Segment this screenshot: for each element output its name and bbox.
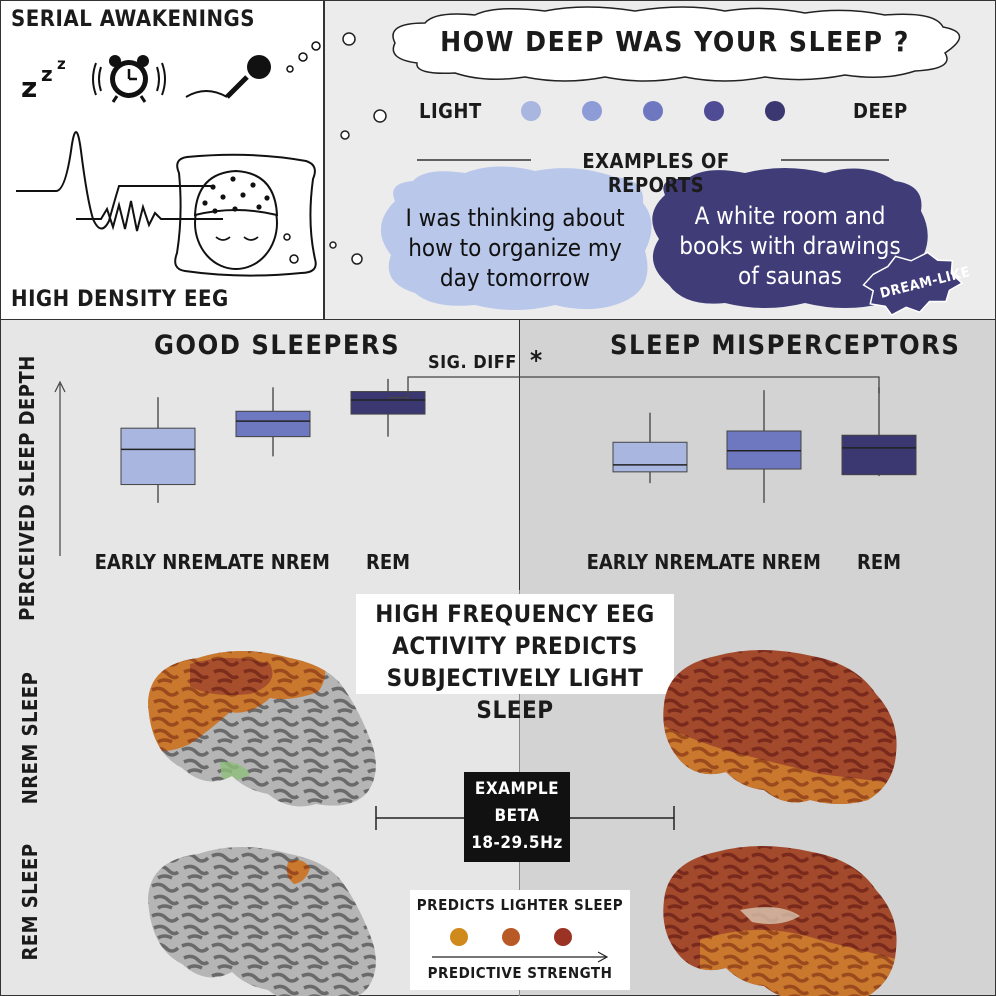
brain-rem-good-sleepers <box>148 847 376 996</box>
depth-scale-dot <box>582 101 602 121</box>
headline-line-2: ACTIVITY PREDICTS <box>392 632 638 660</box>
legend-dot <box>554 928 572 946</box>
legend-box: PREDICTS LIGHTER SLEEP PREDICTIVE STRENG… <box>410 890 630 990</box>
svg-text:z: z <box>41 62 53 86</box>
microphone-icon <box>185 55 271 99</box>
dream-like-badge <box>862 251 964 317</box>
headline-line-3: SUBJECTIVELY LIGHT SLEEP <box>386 664 644 724</box>
category-label: EARLY NREM <box>95 550 222 574</box>
depth-scale-dot <box>765 101 785 121</box>
zzz-icon: z <box>21 71 37 104</box>
significance-bracket <box>388 376 880 399</box>
beta-label: BETA <box>494 806 540 826</box>
head-with-eeg-cap-icon <box>193 169 279 270</box>
high-density-eeg-label: HIGH DENSITY EEG <box>11 287 229 312</box>
legend-axis-label: PREDICTIVE STRENGTH <box>427 964 613 982</box>
brain-nrem-good-sleepers <box>148 651 376 807</box>
sleep-depth-question: HOW DEEP WAS YOUR SLEEP ? <box>440 25 910 58</box>
sig-diff-star: * <box>530 346 543 376</box>
panel-serial-awakenings: SERIAL AWAKENINGS z z z <box>0 0 324 320</box>
legend-dot <box>450 928 468 946</box>
box-good-2 <box>350 391 426 415</box>
deep-report-text: A white room and books with drawings of … <box>679 202 901 290</box>
awakening-icons: z z z <box>16 41 321 277</box>
box-misperceptor-2 <box>841 434 917 476</box>
example-label: EXAMPLE <box>474 779 560 799</box>
depth-scale-dot <box>704 101 724 121</box>
depth-scale-dot <box>521 101 541 121</box>
light-report-text: I was thinking about how to organize my … <box>405 204 625 292</box>
legend-title: PREDICTS LIGHTER SLEEP <box>416 896 624 914</box>
frequency-range: 18-29.5Hz <box>471 833 563 853</box>
category-label: REM <box>857 550 901 574</box>
legend-arrow <box>432 951 609 963</box>
y-axis-arrow <box>54 380 66 556</box>
good-sleepers-title: GOOD SLEEPERS <box>154 330 401 361</box>
legend-dots <box>450 926 590 948</box>
box-good-1 <box>235 410 311 438</box>
headline-line-1: HIGH FREQUENCY EEG <box>375 600 655 628</box>
sig-diff-label: SIG. DIFF <box>428 352 517 373</box>
category-label: REM <box>366 550 410 574</box>
deep-report-cloud <box>652 168 928 308</box>
category-label: EARLY NREM <box>587 550 714 574</box>
light-report-cloud <box>380 166 652 310</box>
depth-scale-dot <box>643 101 663 121</box>
example-beta-box: EXAMPLE BETA 18-29.5Hz <box>464 772 570 862</box>
headline-box: HIGH FREQUENCY EEG ACTIVITY PREDICTS SUB… <box>356 594 674 724</box>
brain-rem-misperceptors <box>663 846 897 996</box>
box-good-0 <box>120 427 196 486</box>
alarm-clock-icon <box>92 55 166 103</box>
thought-cloud <box>329 6 964 317</box>
scale-light-label: LIGHT <box>419 99 482 123</box>
panel-sleep-depth-question: HOW DEEP WAS YOUR SLEEP ? LIGHT DEEP EXA… <box>324 0 996 320</box>
legend-dot <box>502 928 520 946</box>
brain-maps <box>148 650 897 996</box>
depth-scale <box>521 99 801 123</box>
svg-text:z: z <box>57 55 66 73</box>
scale-deep-label: DEEP <box>853 99 908 123</box>
category-label: LATE NREM <box>216 550 330 574</box>
examples-of-reports-label: EXAMPLES OF REPORTS <box>582 149 730 197</box>
box-misperceptor-0 <box>612 441 688 473</box>
brain-nrem-misperceptors <box>663 650 897 804</box>
category-label: LATE NREM <box>707 550 821 574</box>
serial-awakenings-title: SERIAL AWAKENINGS <box>11 7 256 32</box>
sleep-misperceptors-title: SLEEP MISPERCEPTORS <box>610 330 961 361</box>
